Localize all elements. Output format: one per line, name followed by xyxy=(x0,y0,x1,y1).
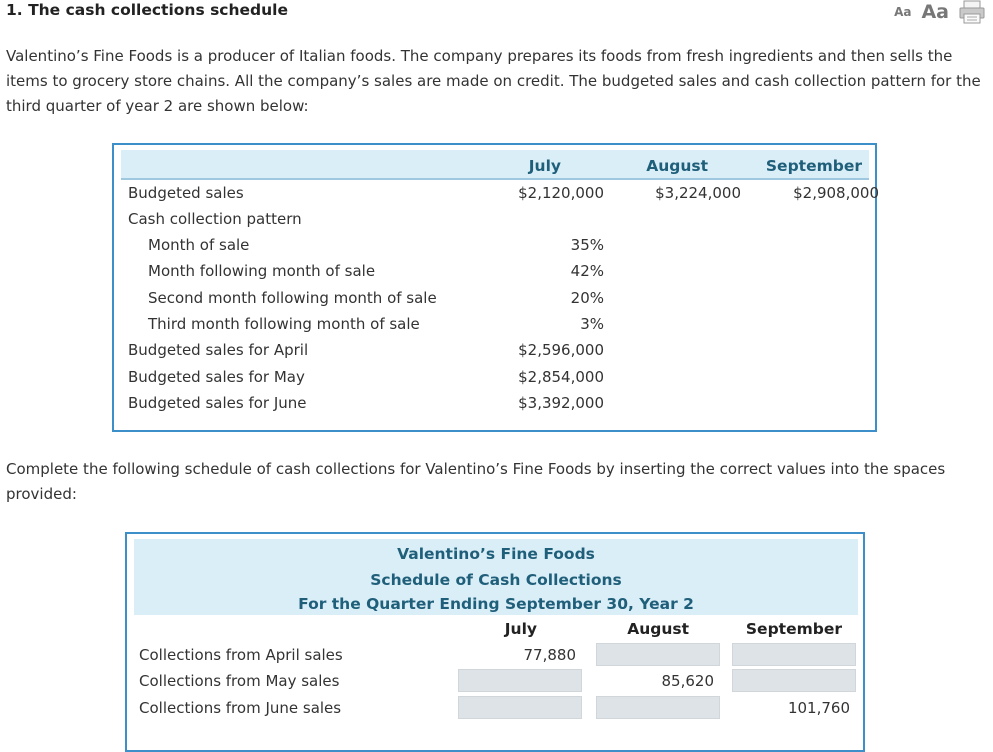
print-icon[interactable] xyxy=(959,0,985,24)
given-row-label: Second month following month of sale xyxy=(148,289,437,307)
given-table-header: July August September xyxy=(121,150,869,180)
increase-font-button[interactable]: Aa xyxy=(921,1,949,23)
schedule-row-june: Collections from June sales 101,760 xyxy=(127,696,863,722)
july-june-collection-input[interactable] xyxy=(458,696,582,719)
given-row: Cash collection pattern xyxy=(128,210,868,234)
schedule-row-may: Collections from May sales 85,620 xyxy=(127,669,863,695)
schedule-col-august: August xyxy=(627,620,689,638)
month-header-august: August xyxy=(646,157,708,175)
given-value: $2,120,000 xyxy=(518,184,604,202)
given-value: 42% xyxy=(570,262,604,280)
given-value: 3% xyxy=(580,315,604,333)
given-row-label: Month following month of sale xyxy=(148,262,376,280)
given-row-label: Budgeted sales for April xyxy=(128,341,309,359)
given-row: Budgeted sales $2,120,000 $3,224,000 $2,… xyxy=(128,184,879,208)
month-header-september: September xyxy=(765,157,862,175)
schedule-col-july: July xyxy=(504,620,537,638)
july-april-collection: 77,880 xyxy=(523,646,577,664)
schedule-company: Valentino’s Fine Foods xyxy=(397,545,595,563)
instruction-paragraph: Complete the following schedule of cash … xyxy=(6,460,946,503)
given-row-label: Month of sale xyxy=(148,236,250,254)
given-data-table: July August September Budgeted sales $2,… xyxy=(112,143,879,432)
given-row-label: Budgeted sales for June xyxy=(128,394,307,412)
given-row: Third month following month of sale 3% xyxy=(128,315,868,339)
given-row: Budgeted sales for June $3,392,000 xyxy=(128,394,868,418)
september-june-collection: 101,760 xyxy=(787,699,850,717)
given-value: $3,392,000 xyxy=(518,394,604,412)
given-row: Second month following month of sale 20% xyxy=(128,289,868,313)
given-row-label: Third month following month of sale xyxy=(148,315,420,333)
given-row-label: Budgeted sales xyxy=(128,184,244,202)
given-value: $3,224,000 xyxy=(655,184,741,202)
font-tools: Aa Aa xyxy=(894,0,985,24)
august-april-collection-input[interactable] xyxy=(596,643,720,666)
schedule-title: Schedule of Cash Collections xyxy=(370,571,622,589)
given-row: Month following month of sale 42% xyxy=(128,262,868,286)
given-row: Budgeted sales for May $2,854,000 xyxy=(128,368,868,392)
schedule-row-april: Collections from April sales 77,880 xyxy=(127,643,863,669)
august-june-collection-input[interactable] xyxy=(596,696,720,719)
schedule-row-label: Collections from June sales xyxy=(139,699,342,717)
given-value: 20% xyxy=(570,289,604,307)
schedule-row-label: Collections from May sales xyxy=(139,672,340,690)
month-header-july: July xyxy=(528,157,561,175)
given-row-label: Budgeted sales for May xyxy=(128,368,305,386)
july-may-collection-input[interactable] xyxy=(458,669,582,692)
given-row: Budgeted sales for April $2,596,000 xyxy=(128,341,868,365)
september-april-collection-input[interactable] xyxy=(732,643,856,666)
given-row-label: Cash collection pattern xyxy=(128,210,302,228)
september-may-collection-input[interactable] xyxy=(732,669,856,692)
cash-collections-schedule: Valentino’s Fine Foods Schedule of Cash … xyxy=(125,532,865,752)
decrease-font-button[interactable]: Aa xyxy=(894,5,912,19)
schedule-col-september: September xyxy=(745,620,842,638)
schedule-header: Valentino’s Fine Foods Schedule of Cash … xyxy=(134,539,858,615)
schedule-period: For the Quarter Ending September 30, Yea… xyxy=(298,595,694,613)
given-value: $2,854,000 xyxy=(518,368,604,386)
given-value: $2,596,000 xyxy=(518,341,604,359)
given-value: 35% xyxy=(570,236,604,254)
schedule-row-label: Collections from April sales xyxy=(139,646,343,664)
august-may-collection: 85,620 xyxy=(661,672,715,690)
question-title: 1. The cash collections schedule xyxy=(6,1,288,19)
given-row: Month of sale 35% xyxy=(128,236,868,260)
given-value: $2,908,000 xyxy=(793,184,879,202)
intro-paragraph: Valentino’s Fine Foods is a producer of … xyxy=(6,47,981,115)
